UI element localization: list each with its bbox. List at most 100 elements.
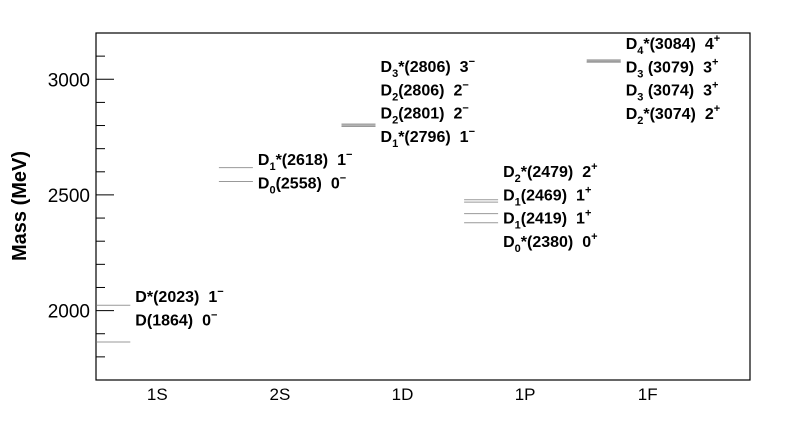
state-name: D: [503, 164, 515, 181]
state-subscript: 3: [637, 92, 643, 104]
y-axis-label: Mass (MeV): [9, 151, 31, 261]
y-tick-label: 3000: [48, 70, 90, 91]
state-parity: +: [714, 33, 720, 45]
state-j: 4: [705, 36, 714, 53]
state-mass: (1864): [147, 312, 193, 329]
state-subscript: 2: [515, 173, 521, 185]
state-parity: +: [591, 161, 597, 173]
state-mass: (2469): [521, 187, 567, 204]
state-name: D: [135, 312, 147, 329]
level-label: D(1864) 0−: [135, 309, 217, 329]
state-subscript: 3: [392, 68, 398, 80]
level-label: D2(2806) 2−: [381, 79, 469, 103]
state-j: 2: [582, 164, 591, 181]
state-subscript: 1: [392, 138, 398, 150]
state-subscript: 0: [515, 243, 521, 255]
state-name: D: [503, 211, 515, 228]
level-label: D1(2419) 1+: [503, 208, 591, 232]
state-parity: −: [469, 126, 475, 138]
state-mass: *(2806): [398, 59, 450, 76]
state-mass: *(3074): [643, 106, 695, 123]
state-mass: *(2380): [521, 234, 573, 251]
state-parity: +: [712, 80, 718, 92]
state-name: D: [381, 129, 393, 146]
state-j: 3: [460, 59, 469, 76]
y-tick-label: 2500: [48, 186, 90, 207]
state-name: D: [381, 59, 393, 76]
level-label: D2*(3074) 2+: [626, 103, 721, 127]
state-j: 0: [582, 234, 591, 251]
state-subscript: 4: [637, 45, 644, 57]
state-subscript: 2: [637, 115, 643, 127]
level-label: D0(2558) 0−: [258, 172, 346, 196]
state-parity: +: [585, 208, 591, 220]
state-parity: −: [340, 172, 346, 184]
level-label: D1(2469) 1+: [503, 184, 591, 208]
level-label: D4*(3084) 4+: [626, 33, 721, 57]
state-name: D: [503, 187, 515, 204]
state-j: 1: [576, 211, 585, 228]
state-name: D: [135, 289, 147, 306]
level-label: D0*(2380) 0+: [503, 231, 598, 255]
state-parity: −: [469, 56, 475, 68]
state-name: D: [626, 83, 638, 100]
state-parity: +: [591, 231, 597, 243]
state-subscript: 3: [637, 68, 643, 80]
x-tick-label: 1S: [147, 385, 168, 404]
state-parity: −: [346, 149, 352, 161]
state-j: 1: [337, 152, 346, 169]
state-mass: (2806): [398, 82, 444, 99]
level-label: D*(2023) 1−: [135, 286, 223, 306]
state-j: 1: [208, 289, 217, 306]
state-j: 0: [331, 175, 340, 192]
state-j: 3: [703, 83, 712, 100]
level-label: D3 (3079) 3+: [626, 56, 719, 80]
level-label: D3*(2806) 3−: [381, 56, 476, 80]
state-parity: −: [462, 103, 468, 115]
state-mass: *(2479): [521, 164, 573, 181]
state-subscript: 2: [392, 91, 398, 103]
level-label: D1*(2796) 1−: [381, 126, 476, 150]
plot-frame: [95, 32, 751, 381]
state-j: 1: [576, 187, 585, 204]
state-parity: −: [217, 286, 223, 298]
state-mass: *(2618): [276, 152, 328, 169]
state-j: 1: [460, 129, 469, 146]
state-subscript: 2: [392, 115, 398, 127]
state-mass: (2801): [398, 106, 444, 123]
state-j: 2: [453, 106, 462, 123]
state-parity: +: [585, 184, 591, 196]
level-label: D1*(2618) 1−: [258, 149, 353, 173]
state-name: D: [381, 106, 393, 123]
state-subscript: 1: [515, 220, 521, 232]
state-name: D: [258, 152, 270, 169]
state-name: D: [503, 234, 515, 251]
state-mass: *(3084): [643, 36, 695, 53]
state-name: D: [626, 59, 638, 76]
state-parity: −: [462, 79, 468, 91]
state-j: 2: [705, 106, 714, 123]
y-tick-label: 2000: [48, 302, 90, 323]
state-mass: (2558): [276, 175, 322, 192]
x-tick-label: 1P: [515, 385, 536, 404]
state-subscript: 0: [269, 184, 275, 196]
state-name: D: [626, 106, 638, 123]
state-parity: +: [714, 103, 720, 115]
level-label: D3 (3074) 3+: [626, 80, 719, 104]
state-j: 3: [703, 59, 712, 76]
x-tick-label: 2S: [270, 385, 291, 404]
x-tick-label: 1F: [638, 385, 658, 404]
state-name: D: [258, 175, 270, 192]
state-mass: (2419): [521, 211, 567, 228]
state-subscript: 1: [269, 161, 275, 173]
state-mass: *(2023): [147, 289, 199, 306]
level-label: D2*(2479) 2+: [503, 161, 598, 185]
state-name: D: [381, 82, 393, 99]
state-mass: (3079): [643, 59, 694, 76]
x-tick-label: 1D: [392, 385, 414, 404]
state-name: D: [626, 36, 638, 53]
state-mass: (3074): [643, 83, 694, 100]
state-subscript: 1: [515, 196, 521, 208]
state-parity: +: [712, 56, 718, 68]
